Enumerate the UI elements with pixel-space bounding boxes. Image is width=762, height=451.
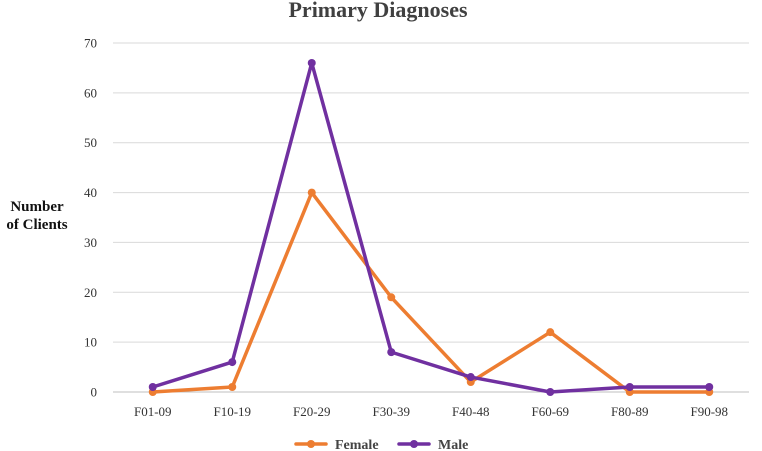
data-point-female (387, 293, 396, 302)
y-axis-ticks: 0 10 20 30 40 50 60 70 (84, 36, 97, 400)
y-axis-label-line-1: Number (10, 199, 64, 215)
legend-label-male: Male (438, 438, 468, 451)
data-point-male (148, 383, 157, 392)
y-tick-label: 50 (84, 135, 97, 150)
y-tick-label: 40 (84, 185, 97, 200)
series-line-female (151, 190, 711, 394)
series-line-male (151, 61, 711, 394)
gridlines (113, 42, 749, 393)
data-point-female (307, 188, 316, 197)
data-point-female (546, 328, 555, 337)
y-tick-label: 0 (91, 385, 98, 400)
series-lines (148, 58, 714, 396)
data-point-male (546, 388, 555, 396)
data-point-male (387, 348, 396, 357)
legend-label-female: Female (335, 438, 379, 451)
y-tick-label: 20 (84, 285, 97, 300)
legend-marker-male (410, 440, 418, 448)
y-tick-label: 60 (84, 85, 97, 100)
x-tick-label: F10-19 (213, 404, 251, 419)
x-axis-ticks: F01-09 F10-19 F20-29 F30-39 F40-48 F60-69 F80-… (134, 404, 728, 419)
x-tick-label: F40-48 (452, 404, 490, 419)
y-axis-label-line-2: of Clients (6, 217, 67, 233)
data-point-male (466, 373, 475, 382)
legend-marker-female (307, 440, 315, 448)
chart-title: Primary Diagnoses (288, 0, 467, 22)
x-tick-label: F90-98 (690, 404, 728, 419)
data-point-female (228, 383, 237, 392)
x-tick-label: F30-39 (372, 404, 410, 419)
data-point-male (228, 358, 237, 367)
y-tick-label: 30 (84, 235, 97, 250)
data-point-male (307, 58, 316, 67)
data-point-male (625, 383, 634, 392)
y-tick-label: 10 (84, 335, 97, 350)
x-tick-label: F20-29 (293, 404, 331, 419)
y-tick-label: 70 (84, 36, 97, 51)
x-tick-label: F01-09 (134, 404, 172, 419)
x-tick-label: F60-69 (531, 404, 569, 419)
x-tick-label: F80-89 (611, 404, 649, 419)
legend: Female Male (294, 438, 468, 451)
data-point-male (705, 383, 714, 392)
